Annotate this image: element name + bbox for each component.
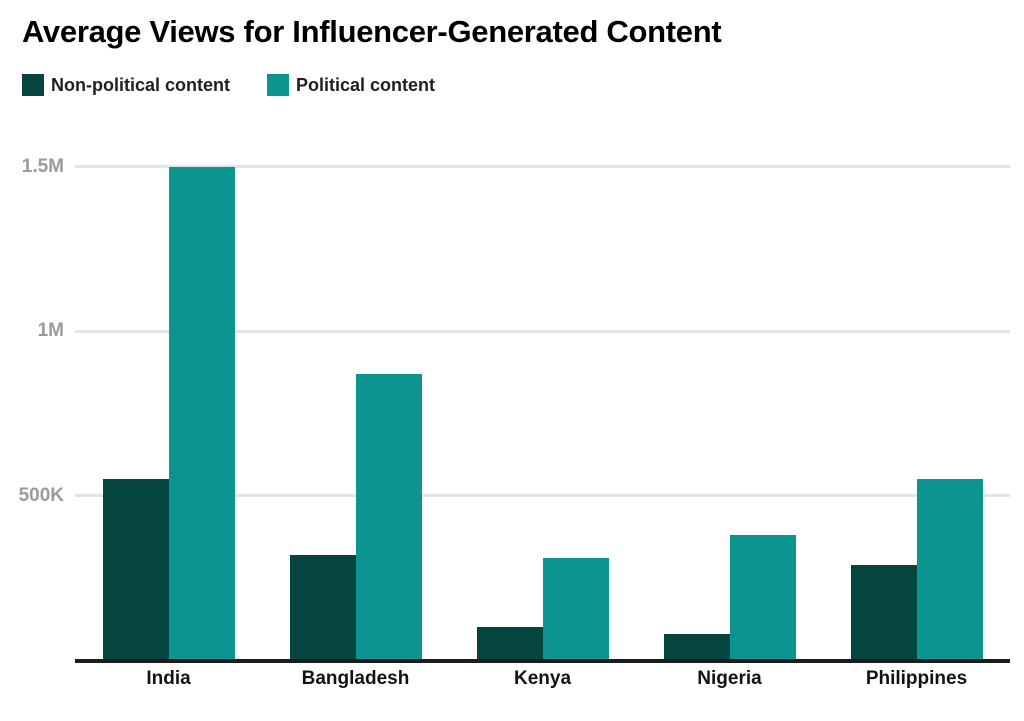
bar-kenya-political[interactable] [542,558,609,660]
x-axis-line [75,659,1010,663]
x-axis-label-philippines: Philippines [865,668,968,689]
legend-item-political[interactable]: Political content [267,74,435,96]
bar-india-political[interactable] [168,166,235,660]
chart-title: Average Views for Influencer-Generated C… [22,14,722,49]
gridline-1.5M [75,165,1010,168]
y-axis-tick-label: 1.5M [21,155,64,177]
bar-bangladesh-non-political[interactable] [289,554,356,660]
x-axis-label-kenya: Kenya [513,668,572,689]
legend-label-political: Political content [296,74,436,95]
legend-swatch-non-political [22,74,44,96]
bar-india-non-political[interactable] [102,479,169,660]
x-axis-label-india: India [146,668,191,689]
bar-kenya-non-political[interactable] [476,627,543,660]
legend: Non-political content Political content [22,74,435,96]
y-axis-tick-label: 500K [18,484,64,506]
legend-swatch-political [267,74,289,96]
bar-philippines-non-political[interactable] [850,564,917,660]
x-axis-label-nigeria: Nigeria [697,668,762,689]
gridline-1M [75,329,1010,333]
bar-philippines-political[interactable] [916,479,983,660]
bar-nigeria-political[interactable] [729,534,796,660]
bar-nigeria-non-political[interactable] [663,633,730,660]
gridline-500K [75,494,1010,497]
x-axis-label-bangladesh: Bangladesh [301,668,410,689]
legend-item-non-political[interactable]: Non-political content [22,74,230,96]
y-axis-tick-label: 1M [37,320,64,341]
bar-bangladesh-political[interactable] [355,373,422,660]
legend-label-non-political: Non-political content [51,74,230,95]
